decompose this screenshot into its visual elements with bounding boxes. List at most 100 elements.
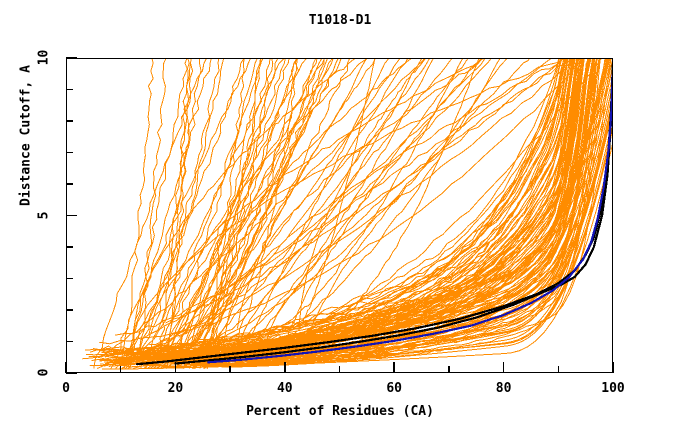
reference-curve-best-blue bbox=[207, 58, 613, 364]
prediction-curve bbox=[258, 105, 613, 365]
prediction-curve bbox=[121, 58, 567, 353]
prediction-curve bbox=[307, 58, 531, 340]
prediction-curve bbox=[208, 58, 565, 333]
prediction-curve bbox=[145, 58, 308, 369]
prediction-curve bbox=[144, 58, 286, 369]
prediction-curve bbox=[104, 58, 578, 365]
y-tick-minor bbox=[66, 183, 73, 185]
prediction-curve bbox=[237, 58, 376, 329]
x-tick-major bbox=[284, 362, 286, 373]
prediction-curve bbox=[203, 123, 613, 368]
x-tick-minor bbox=[229, 366, 231, 373]
prediction-curve bbox=[158, 58, 192, 369]
reference-curves-layer bbox=[136, 58, 613, 366]
y-tick-minor bbox=[66, 340, 73, 343]
prediction-curve bbox=[112, 58, 610, 355]
plot-area bbox=[66, 58, 613, 373]
y-tick-label: 5 bbox=[36, 211, 52, 219]
prediction-curve bbox=[173, 58, 423, 359]
y-tick-minor bbox=[66, 277, 73, 280]
x-tick-minor bbox=[448, 366, 450, 373]
prediction-curve bbox=[127, 58, 225, 369]
plot-canvas bbox=[82, 58, 613, 370]
prediction-curve bbox=[193, 58, 563, 353]
prediction-curve bbox=[149, 58, 194, 369]
prediction-curve bbox=[129, 58, 190, 369]
prediction-curve bbox=[281, 58, 469, 355]
prediction-curve bbox=[119, 58, 154, 369]
prediction-curve bbox=[183, 90, 613, 363]
prediction-curves-layer bbox=[82, 58, 613, 370]
prediction-curve bbox=[97, 58, 220, 369]
x-axis-title: Percent of Residues (CA) bbox=[246, 404, 434, 419]
x-tick-major bbox=[612, 362, 614, 373]
y-tick-major bbox=[66, 57, 77, 59]
prediction-curve bbox=[115, 58, 245, 369]
x-tick-major bbox=[502, 362, 505, 373]
prediction-curve bbox=[148, 58, 487, 336]
x-tick-major bbox=[65, 362, 67, 373]
x-tick-label: 0 bbox=[62, 381, 70, 396]
prediction-curve bbox=[192, 58, 298, 369]
y-tick-major bbox=[66, 214, 77, 217]
x-tick-minor bbox=[557, 366, 560, 373]
prediction-curve bbox=[98, 58, 585, 345]
y-axis-title: Distance Cutoff, A bbox=[18, 65, 34, 206]
prediction-curve bbox=[165, 58, 369, 360]
prediction-curve bbox=[298, 58, 427, 329]
x-tick-major bbox=[174, 362, 177, 373]
prediction-curve bbox=[217, 58, 607, 353]
prediction-curve bbox=[128, 58, 611, 355]
prediction-curve bbox=[244, 58, 482, 358]
prediction-curve bbox=[110, 58, 252, 369]
x-tick-label: 60 bbox=[386, 381, 403, 396]
prediction-curve bbox=[176, 58, 413, 367]
prediction-curve bbox=[191, 58, 274, 369]
x-tick-label: 20 bbox=[167, 381, 184, 396]
y-tick-minor bbox=[66, 88, 73, 91]
x-tick-minor bbox=[119, 366, 122, 373]
prediction-curve bbox=[221, 127, 613, 368]
reference-curve-best-black-2 bbox=[174, 58, 613, 365]
y-tick-minor bbox=[66, 246, 73, 248]
prediction-curve bbox=[219, 58, 435, 350]
prediction-curve bbox=[165, 58, 325, 369]
prediction-curve bbox=[165, 58, 565, 324]
prediction-curve bbox=[154, 58, 262, 369]
y-tick-label: 10 bbox=[36, 49, 52, 66]
prediction-curve bbox=[204, 58, 431, 349]
prediction-curve bbox=[148, 58, 492, 345]
y-tick-major bbox=[66, 372, 77, 374]
prediction-curve bbox=[293, 58, 376, 335]
prediction-curve bbox=[223, 58, 489, 345]
chart-title: T1018-D1 bbox=[308, 13, 372, 28]
prediction-curve bbox=[93, 58, 208, 369]
prediction-curve bbox=[166, 58, 189, 369]
prediction-curve bbox=[139, 58, 167, 369]
prediction-curve bbox=[176, 58, 409, 347]
y-tick-minor bbox=[66, 151, 73, 154]
prediction-curve bbox=[263, 58, 575, 351]
y-tick-minor bbox=[66, 309, 73, 311]
x-tick-label: 80 bbox=[495, 381, 512, 396]
prediction-curve bbox=[302, 58, 480, 341]
x-tick-label: 40 bbox=[276, 381, 293, 396]
prediction-curve bbox=[152, 127, 613, 368]
prediction-curve bbox=[101, 141, 613, 370]
prediction-curve bbox=[121, 58, 258, 369]
prediction-curve bbox=[132, 58, 357, 334]
prediction-curve bbox=[194, 58, 246, 369]
prediction-curve bbox=[139, 58, 553, 341]
prediction-curve bbox=[251, 117, 613, 367]
y-tick-minor bbox=[66, 120, 73, 122]
x-tick-minor bbox=[338, 366, 341, 373]
prediction-curve bbox=[247, 58, 390, 344]
prediction-curve bbox=[143, 58, 290, 369]
prediction-curve bbox=[183, 58, 264, 369]
prediction-curve bbox=[160, 58, 299, 369]
prediction-curve bbox=[123, 58, 212, 369]
prediction-curve bbox=[89, 58, 598, 367]
prediction-curve bbox=[178, 58, 401, 338]
prediction-curve bbox=[197, 58, 583, 358]
